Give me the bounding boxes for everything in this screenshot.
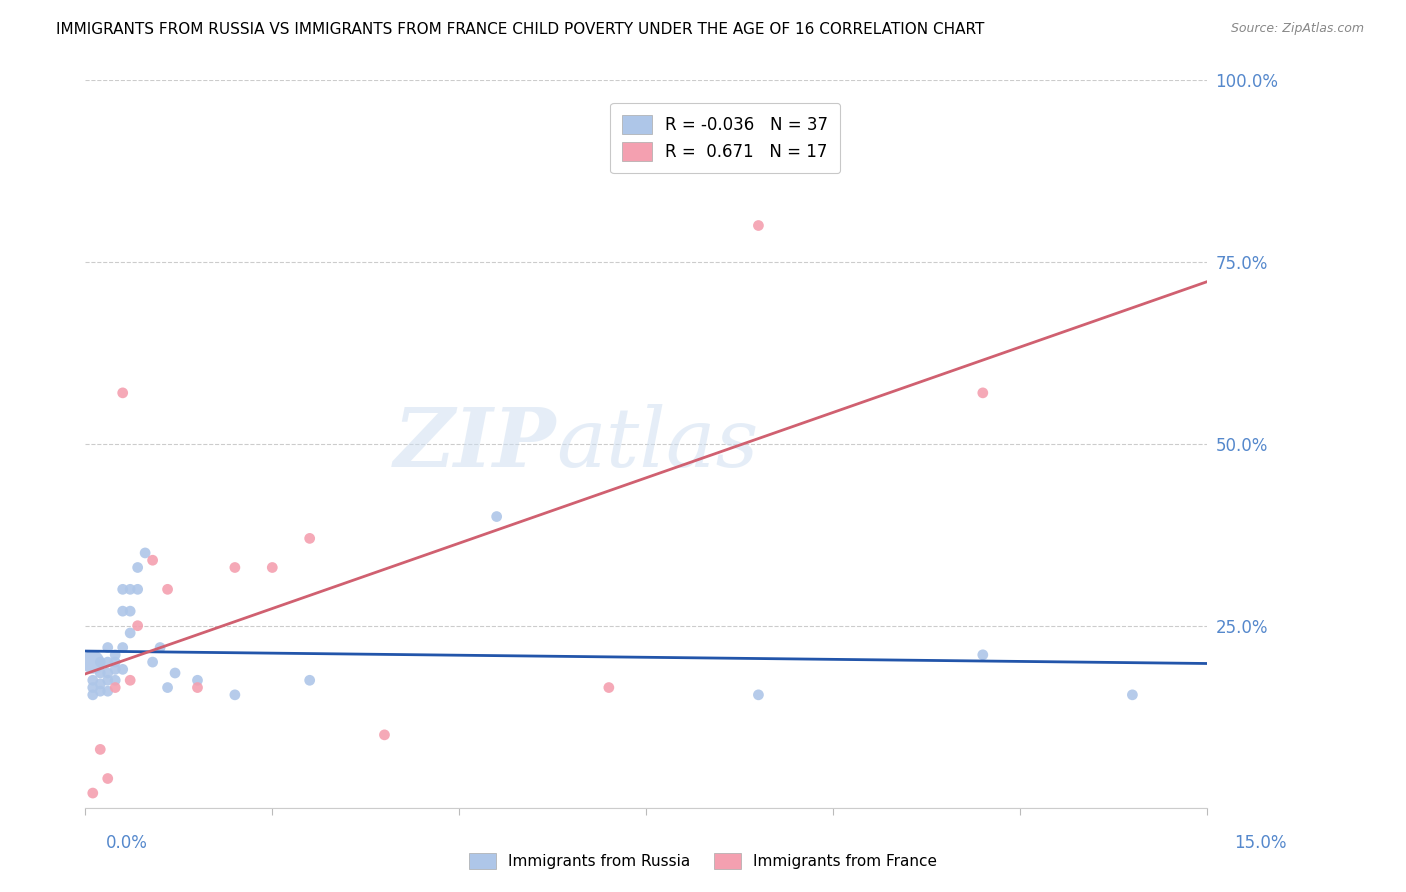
Point [82, 655, 104, 669]
Point [97, 640, 120, 655]
Point [111, 662, 134, 676]
Point [598, 681, 620, 695]
Point [156, 681, 179, 695]
Point [89, 742, 111, 756]
Point [298, 673, 321, 688]
Point [104, 662, 127, 676]
Point [127, 582, 149, 597]
Point [120, 582, 142, 597]
Point [186, 681, 208, 695]
Point [120, 626, 142, 640]
Point [149, 640, 172, 655]
Text: Source: ZipAtlas.com: Source: ZipAtlas.com [1230, 22, 1364, 36]
Point [186, 673, 208, 688]
Point [111, 582, 134, 597]
Text: IMMIGRANTS FROM RUSSIA VS IMMIGRANTS FROM FRANCE CHILD POVERTY UNDER THE AGE OF : IMMIGRANTS FROM RUSSIA VS IMMIGRANTS FRO… [56, 22, 984, 37]
Point [111, 604, 134, 618]
Point [97, 665, 120, 680]
Point [89, 677, 111, 691]
Point [89, 665, 111, 680]
Point [224, 560, 246, 574]
Point [134, 546, 156, 560]
Point [972, 648, 994, 662]
Point [111, 640, 134, 655]
Point [97, 772, 120, 786]
Point [104, 648, 127, 662]
Point [82, 688, 104, 702]
Point [120, 604, 142, 618]
Point [298, 532, 321, 546]
Point [747, 219, 769, 233]
Point [373, 728, 395, 742]
Point [97, 673, 120, 688]
Point [89, 684, 111, 698]
Point [120, 673, 142, 688]
Point [485, 509, 508, 524]
Point [104, 673, 127, 688]
Legend: R = -0.036   N = 37, R =  0.671   N = 17: R = -0.036 N = 37, R = 0.671 N = 17 [610, 103, 839, 173]
Text: atlas: atlas [557, 404, 759, 483]
Point [127, 618, 149, 632]
Point [972, 385, 994, 400]
Text: 15.0%: 15.0% [1234, 834, 1286, 852]
Point [127, 560, 149, 574]
Point [97, 684, 120, 698]
Point [747, 688, 769, 702]
Point [1121, 688, 1143, 702]
Point [82, 786, 104, 800]
Point [165, 665, 187, 680]
Text: ZIP: ZIP [394, 404, 557, 483]
Point [262, 560, 284, 574]
Point [104, 655, 127, 669]
Point [89, 655, 111, 669]
Point [142, 655, 165, 669]
Y-axis label: Child Poverty Under the Age of 16: Child Poverty Under the Age of 16 [0, 313, 7, 574]
Point [111, 385, 134, 400]
Text: 0.0%: 0.0% [105, 834, 148, 852]
Point [224, 688, 246, 702]
Legend: Immigrants from Russia, Immigrants from France: Immigrants from Russia, Immigrants from … [463, 847, 943, 875]
Point [97, 655, 120, 669]
Point [156, 582, 179, 597]
Point [104, 681, 127, 695]
Point [82, 673, 104, 688]
Point [82, 681, 104, 695]
Point [142, 553, 165, 567]
